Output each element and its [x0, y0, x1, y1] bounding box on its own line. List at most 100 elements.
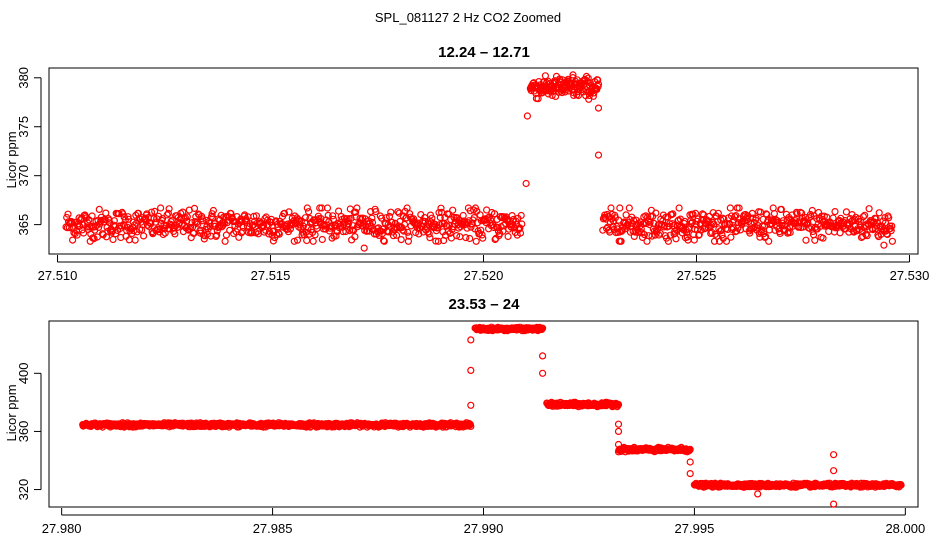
data-point	[200, 235, 208, 243]
data-point	[239, 223, 247, 231]
data-point	[425, 230, 433, 238]
data-point	[686, 458, 694, 466]
panel-bottom-points	[79, 323, 905, 508]
data-point	[897, 481, 905, 489]
data-point	[405, 232, 413, 240]
data-point	[614, 427, 623, 435]
x-tick-label: 27.510	[38, 268, 78, 283]
data-point	[163, 211, 171, 219]
data-point	[293, 236, 302, 244]
data-point	[888, 237, 897, 245]
data-point	[726, 204, 734, 212]
data-point	[467, 366, 475, 374]
data-point	[252, 212, 260, 220]
data-point	[466, 234, 474, 243]
data-point	[614, 400, 623, 409]
data-point	[534, 95, 542, 103]
data-point	[518, 220, 526, 228]
data-point	[470, 206, 478, 214]
data-point	[147, 208, 156, 216]
data-point	[735, 204, 743, 212]
data-point	[213, 227, 221, 235]
data-point	[158, 215, 167, 223]
data-point	[350, 226, 358, 234]
data-point	[131, 236, 139, 244]
data-point	[707, 229, 715, 237]
data-point	[862, 231, 870, 239]
data-point	[863, 232, 871, 240]
data-point	[372, 208, 380, 216]
data-point	[410, 219, 418, 227]
data-point	[426, 234, 434, 242]
data-point	[479, 234, 487, 242]
data-point	[836, 229, 844, 237]
data-point	[269, 237, 277, 245]
data-point	[368, 218, 377, 227]
data-point	[209, 206, 217, 215]
data-point	[143, 210, 151, 218]
data-point	[93, 233, 101, 241]
data-point	[300, 230, 308, 239]
data-point	[594, 80, 603, 88]
data-point	[548, 91, 556, 100]
data-point	[690, 236, 698, 244]
data-point	[351, 233, 359, 241]
x-tick-label: 27.985	[253, 521, 293, 536]
data-point	[708, 218, 717, 226]
data-point	[640, 231, 649, 239]
data-point	[467, 223, 475, 231]
data-point	[167, 218, 175, 226]
data-point	[711, 230, 719, 238]
data-point	[859, 213, 868, 221]
data-point	[329, 212, 337, 220]
data-point	[260, 228, 268, 236]
data-point	[378, 214, 386, 222]
data-point	[171, 230, 179, 238]
data-point	[722, 237, 731, 245]
data-point	[462, 234, 470, 242]
data-point	[885, 214, 893, 222]
data-point	[309, 237, 317, 245]
data-point	[360, 244, 368, 252]
y-tick-label: 320	[16, 479, 31, 501]
data-point	[227, 210, 235, 218]
data-point	[829, 467, 838, 475]
x-tick-label: 27.515	[251, 268, 291, 283]
panel-top: 12.24 – 12.71 Licor ppm 27.510 27.515 27.5…	[4, 44, 929, 283]
data-point	[714, 209, 722, 217]
data-point	[538, 324, 547, 332]
data-point	[63, 213, 71, 222]
data-point	[404, 228, 412, 236]
data-point	[861, 211, 869, 219]
y-tick-label: 365	[16, 214, 31, 236]
data-point	[387, 208, 395, 216]
x-tick-label: 28.000	[885, 521, 925, 536]
data-point	[301, 214, 309, 222]
data-point	[594, 151, 603, 159]
data-point	[642, 219, 650, 228]
y-tick-label: 375	[16, 116, 31, 138]
data-point	[538, 369, 547, 377]
data-point	[79, 229, 88, 237]
x-tick-label: 27.525	[677, 268, 717, 283]
x-tick-label: 27.980	[42, 521, 82, 536]
panel-bottom-ylabel: Licor ppm	[4, 384, 19, 441]
data-point	[339, 228, 347, 236]
data-point	[516, 224, 524, 232]
data-point	[569, 71, 577, 79]
data-point	[327, 222, 335, 230]
data-point	[213, 231, 221, 239]
data-point	[226, 226, 234, 234]
data-point	[777, 205, 786, 213]
data-point	[829, 214, 837, 222]
data-point	[746, 229, 754, 237]
data-point	[221, 237, 229, 245]
data-point	[380, 237, 388, 245]
x-tick-label: 27.520	[464, 268, 504, 283]
data-point	[115, 210, 123, 218]
data-point	[765, 237, 773, 245]
data-point	[727, 233, 735, 241]
data-point	[695, 231, 703, 239]
data-point	[614, 440, 623, 449]
panel-top-axes: 27.510 27.515 27.520 27.525 27.530 365 370 375 3…	[16, 67, 929, 283]
